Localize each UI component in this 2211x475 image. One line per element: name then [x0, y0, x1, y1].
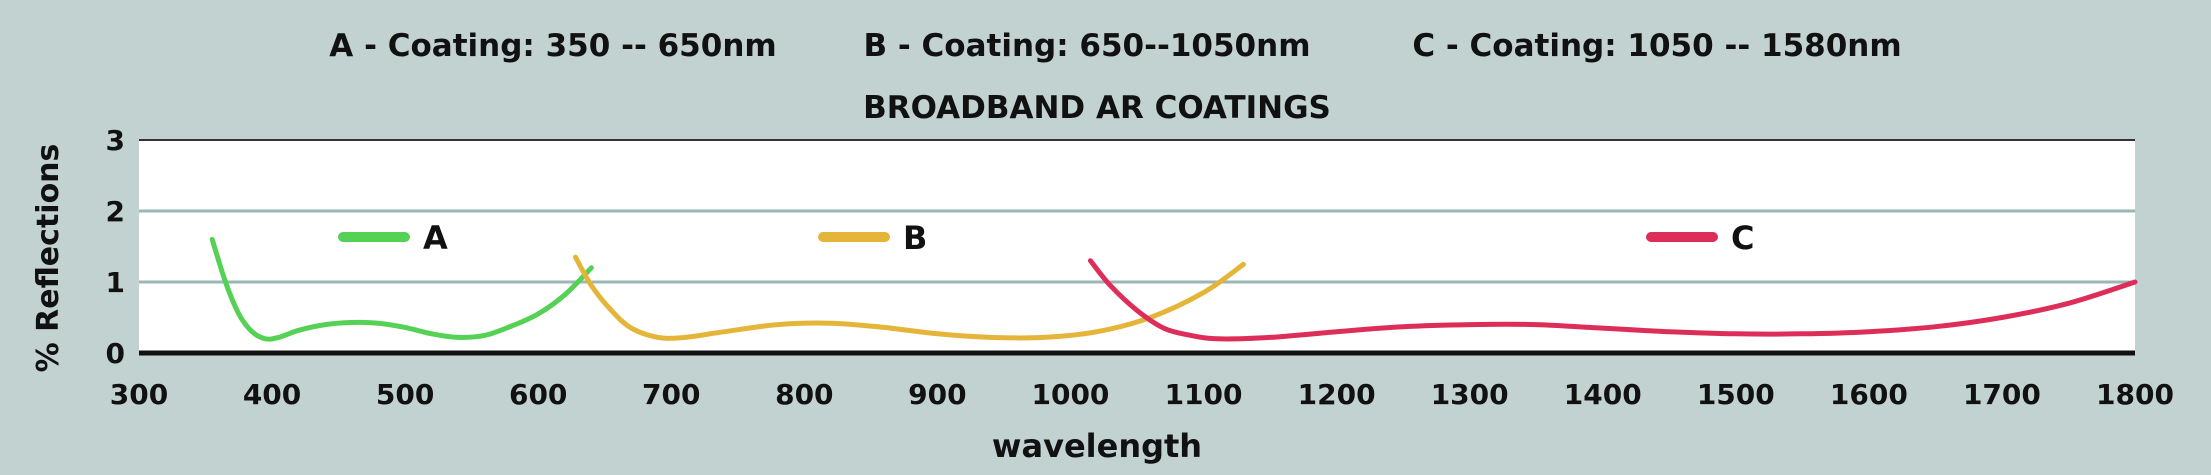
x-tick-label: 1000 [1031, 378, 1109, 411]
x-tick-label: 900 [908, 378, 966, 411]
x-tick-label: 1100 [1165, 378, 1243, 411]
y-tick-label: 0 [106, 337, 125, 370]
x-tick-label: 300 [110, 378, 168, 411]
series-lines [209, 236, 2138, 342]
legend-label-a: A [423, 219, 448, 257]
x-tick-label: 1200 [1298, 378, 1376, 411]
x-tick-label: 400 [243, 378, 301, 411]
x-tick-label: 800 [775, 378, 833, 411]
header-coating-b: B - Coating: 650--1050nm [863, 28, 1310, 64]
plot-area [139, 140, 2135, 353]
series-line-c [1087, 258, 2138, 342]
x-tick-labels: 300 400 500 600 700 800 900 1000 1100 1200 1300 140… [110, 378, 2174, 411]
y-tick-labels: 0 1 2 3 [106, 124, 125, 370]
y-axis-label: % Reflections [31, 144, 66, 373]
x-tick-label: 1800 [2096, 378, 2174, 411]
series-line-b [573, 254, 1246, 341]
x-tick-label: 1700 [1963, 378, 2041, 411]
y-tick-label: 3 [106, 124, 125, 157]
x-tick-label: 700 [642, 378, 700, 411]
x-tick-label: 600 [509, 378, 567, 411]
x-tick-label: 1600 [1830, 378, 1908, 411]
grid-lines [139, 139, 2135, 284]
chart-title: BROADBAND AR COATINGS [863, 90, 1331, 126]
x-tick-label: 1300 [1431, 378, 1509, 411]
x-tick-label: 1500 [1697, 378, 1775, 411]
y-tick-label: 2 [106, 195, 125, 228]
header-coating-c: C - Coating: 1050 -- 1580nm [1412, 28, 1901, 64]
legend: A B C [338, 219, 1754, 257]
x-tick-label: 500 [376, 378, 434, 411]
x-axis-label: wavelength [992, 427, 1202, 465]
header-coating-a: A - Coating: 350 -- 650nm [329, 28, 776, 64]
x-tick-label: 1400 [1564, 378, 1642, 411]
legend-label-c: C [1731, 219, 1754, 257]
y-tick-label: 1 [106, 266, 125, 299]
series-line-a [209, 236, 594, 342]
legend-label-b: B [903, 219, 927, 257]
